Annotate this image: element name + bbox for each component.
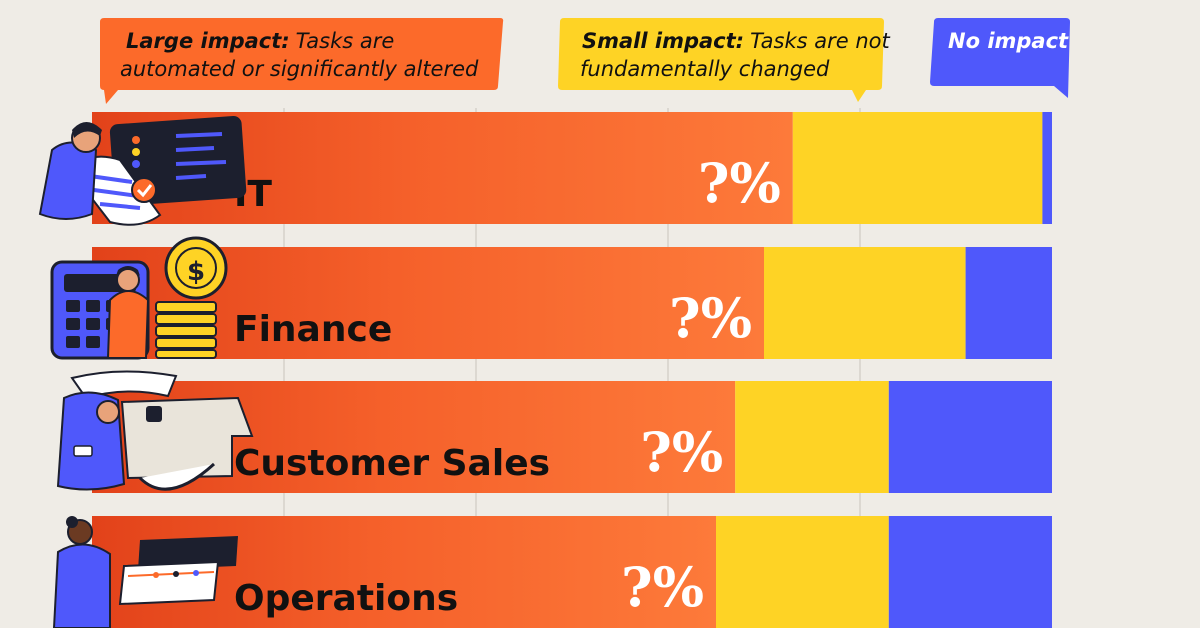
bar-small-impact [764,247,966,359]
legend-large-impact-text: Tasks are [296,29,395,53]
operations-illustration [52,516,238,628]
category-label: Operations [234,578,458,619]
legend-no-impact-bubble [930,18,1070,98]
category-label: Customer Sales [234,443,550,484]
legend-small-impact-text2: fundamentally changed [580,57,830,81]
bar-no-impact [888,516,1052,628]
legend-large-impact-bubble [100,18,504,104]
bar-small-impact [735,381,889,493]
bar-small-impact [792,112,1043,224]
data-label-large-impact: ?% [669,286,752,350]
it-illustration [38,116,247,226]
finance-illustration: $ [50,236,228,360]
bar-no-impact [888,381,1052,493]
legend-large-impact-text2: automated or significantly altered [120,57,479,81]
svg-text:Large impact:Tasks are: Large impact: Tasks are [126,29,394,53]
svg-text:$: $ [187,257,205,287]
bar-small-impact [716,516,889,628]
bar-no-impact [965,247,1052,359]
legend: Large impact: Tasks are automated or sign… [100,18,1070,104]
svg-text:Small impact:Tasks are not: Small impact: Tasks are not [582,29,891,53]
legend-no-impact: No impact [930,18,1070,98]
data-label-large-impact: ?% [640,420,723,484]
legend-no-impact-key: No impact [948,29,1069,53]
legend-small-impact-bubble [558,18,884,102]
customer-sales-illustration [56,370,254,491]
category-labels: ?%IT?%Finance?%Customer Sales?%Operation… [234,151,781,619]
data-label-large-impact: ?% [621,555,704,619]
legend-large-impact-key: Large impact: [126,29,290,53]
illustrations: $ [38,116,254,628]
data-label-large-impact: ?% [698,151,781,215]
legend-small-impact-key: Small impact: [582,29,744,53]
legend-small-impact: Small impact: Tasks are not fundamentally… [558,18,891,102]
legend-large-impact: Large impact: Tasks are automated or sign… [100,18,504,104]
bar-no-impact [1042,112,1052,224]
legend-small-impact-text: Tasks are not [750,29,890,53]
category-label: Finance [234,309,392,350]
